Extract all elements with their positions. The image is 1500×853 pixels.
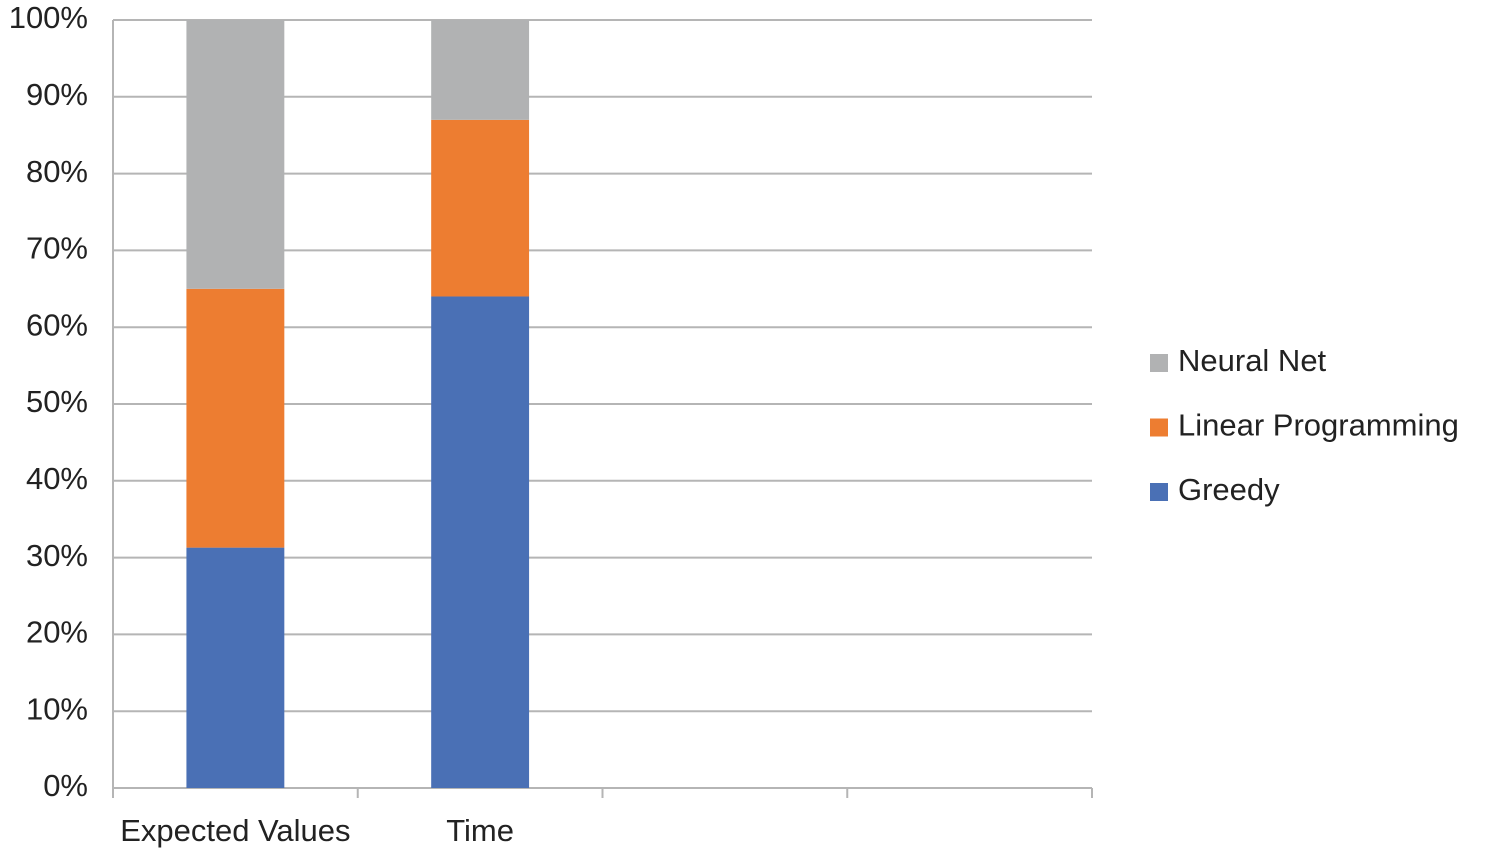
y-tick-label: 90% [26, 77, 88, 112]
legend-label: Greedy [1178, 472, 1280, 507]
y-tick-label: 40% [26, 461, 88, 496]
bar-segment [431, 296, 530, 788]
y-tick-label: 70% [26, 231, 88, 266]
bar-segment [186, 288, 285, 548]
y-tick-label: 0% [43, 768, 88, 803]
bar-segment [431, 20, 530, 120]
legend-label: Linear Programming [1178, 408, 1459, 443]
y-tick-label: 20% [26, 615, 88, 650]
y-tick-label: 30% [26, 538, 88, 573]
x-tick-label: Expected Values [120, 813, 350, 848]
y-tick-label: 60% [26, 307, 88, 342]
bar-segment [186, 20, 285, 289]
legend-label: Neural Net [1178, 343, 1327, 378]
legend-swatch [1150, 483, 1168, 501]
x-tick-label: Time [446, 813, 514, 848]
bar-segment [431, 119, 530, 297]
legend-swatch [1150, 418, 1168, 437]
y-tick-label: 10% [26, 691, 88, 726]
y-tick-label: 80% [26, 154, 88, 189]
bar-segment [186, 547, 285, 788]
legend-swatch [1150, 354, 1168, 372]
y-tick-label: 50% [26, 384, 88, 419]
y-tick-label: 100% [9, 0, 88, 35]
